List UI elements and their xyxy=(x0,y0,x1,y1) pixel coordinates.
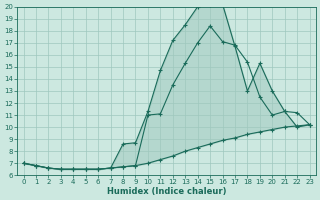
X-axis label: Humidex (Indice chaleur): Humidex (Indice chaleur) xyxy=(107,187,226,196)
